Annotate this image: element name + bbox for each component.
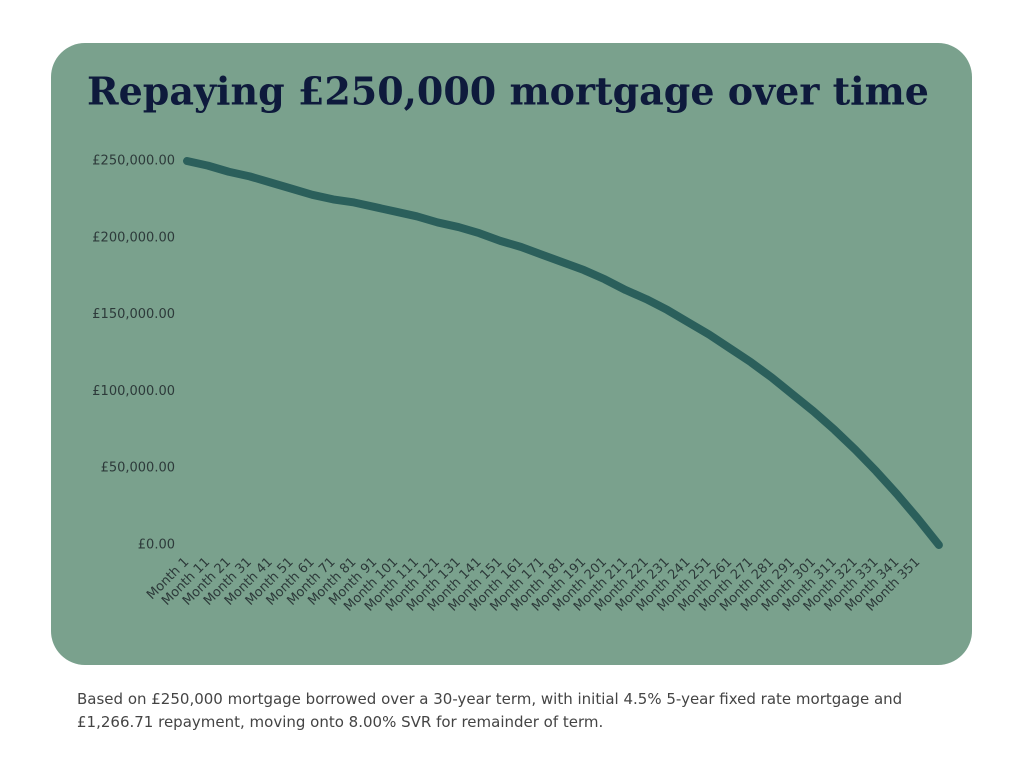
y-tick-label: £50,000.00 <box>101 461 175 476</box>
chart: Repaying £250,000 mortgage over time £0.… <box>51 43 972 665</box>
y-tick-label: £100,000.00 <box>92 384 175 399</box>
chart-title: Repaying £250,000 mortgage over time <box>87 69 929 114</box>
y-tick-label: £150,000.00 <box>92 307 175 322</box>
line-series <box>183 157 943 549</box>
caption: Based on £250,000 mortgage borrowed over… <box>77 690 903 731</box>
y-tick-label: £200,000.00 <box>92 230 175 245</box>
y-tick-label: £0.00 <box>138 538 175 553</box>
chart-panel <box>51 43 972 665</box>
y-tick-label: £250,000.00 <box>92 154 175 169</box>
